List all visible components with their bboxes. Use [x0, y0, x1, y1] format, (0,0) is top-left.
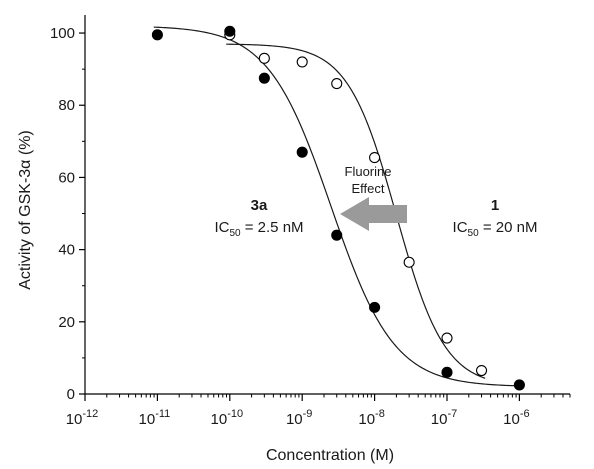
- compound-label-3a: 3a: [251, 197, 268, 214]
- open-data-point: [403, 256, 415, 268]
- filled-data-point: [258, 72, 270, 84]
- open-data-point: [475, 364, 488, 377]
- open-data-point: [331, 78, 343, 90]
- fit-curves: [153, 26, 524, 387]
- y-tick-label: 0: [67, 386, 75, 403]
- data-points: [151, 25, 525, 391]
- axis-ticks: 0 20 40 60 80 100 10-12 10-11 10-10 10-9 10-8 10-7 1…: [50, 25, 571, 428]
- open-data-point: [258, 52, 270, 64]
- filled-data-point: [369, 301, 381, 313]
- x-tick-label: 10-12: [66, 408, 99, 428]
- x-tick-label: 10-10: [211, 408, 244, 428]
- compound-label-1: 1: [491, 197, 499, 214]
- y-axis-label: Activity of GSK-3α (%): [17, 130, 34, 290]
- y-tick-label: 80: [58, 97, 75, 114]
- y-tick-label: 60: [58, 169, 75, 186]
- annotation-3a: 3a IC50 = 2.5 nM: [214, 197, 303, 239]
- arrow-shape: [340, 197, 407, 231]
- filled-data-point: [224, 25, 236, 37]
- fit-curve-series-2: [226, 43, 486, 379]
- arrow-label-line1: Fluorine: [345, 164, 392, 179]
- plot-axes: [84, 15, 570, 395]
- x-tick-label: 10-11: [139, 408, 171, 428]
- filled-data-point: [296, 146, 308, 158]
- arrow-label-line2: Effect: [351, 181, 384, 196]
- filled-data-point: [513, 379, 525, 391]
- x-tick-label: 10-9: [286, 408, 312, 428]
- ic50-label-1: IC50 = 20 nM: [453, 219, 538, 239]
- open-data-point: [296, 56, 308, 68]
- y-tick-label: 40: [58, 242, 75, 259]
- filled-data-point: [151, 29, 163, 41]
- open-data-point: [441, 332, 453, 344]
- x-axis-label: Concentration (M): [266, 447, 394, 464]
- fit-curve-series-1: [153, 26, 524, 387]
- x-tick-label: 10-8: [358, 408, 384, 428]
- fluorine-effect-arrow: Fluorine Effect: [340, 164, 407, 231]
- y-tick-label: 100: [50, 25, 75, 42]
- filled-data-point: [331, 229, 343, 241]
- x-tick-label: 10-6: [503, 408, 529, 428]
- x-tick-label: 10-7: [431, 408, 457, 428]
- annotation-1: 1 IC50 = 20 nM: [453, 197, 538, 239]
- y-tick-label: 20: [58, 314, 75, 331]
- filled-data-point: [441, 366, 453, 378]
- ic50-label-3a: IC50 = 2.5 nM: [214, 219, 303, 239]
- open-data-point: [369, 152, 381, 164]
